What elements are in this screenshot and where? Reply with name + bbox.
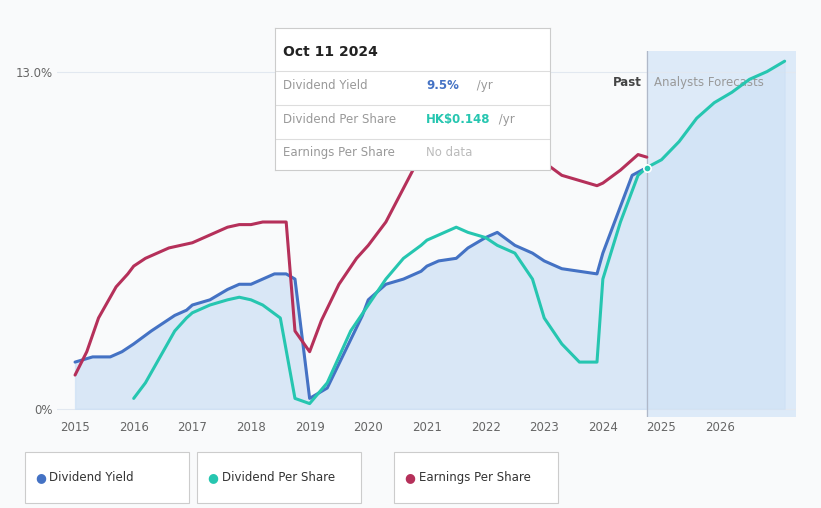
Text: HK$0.148: HK$0.148 (426, 113, 491, 126)
Bar (647, 51, 796, 417)
Text: Earnings Per Share: Earnings Per Share (419, 471, 530, 484)
Text: /yr: /yr (473, 79, 493, 92)
Text: ●: ● (208, 471, 218, 484)
Text: Oct 11 2024: Oct 11 2024 (283, 45, 378, 59)
Text: Earnings Per Share: Earnings Per Share (283, 146, 395, 159)
Text: Dividend Yield: Dividend Yield (49, 471, 134, 484)
Text: /yr: /yr (495, 113, 515, 126)
Text: 9.5%: 9.5% (426, 79, 459, 92)
Text: Dividend Yield: Dividend Yield (283, 79, 368, 92)
Text: Past: Past (613, 76, 642, 89)
Text: No data: No data (426, 146, 473, 159)
Text: ●: ● (35, 471, 46, 484)
Text: ●: ● (405, 471, 415, 484)
Text: Dividend Per Share: Dividend Per Share (222, 471, 335, 484)
Text: Analysts Forecasts: Analysts Forecasts (654, 76, 764, 89)
Point (640, 164, 654, 172)
Text: Dividend Per Share: Dividend Per Share (283, 113, 397, 126)
